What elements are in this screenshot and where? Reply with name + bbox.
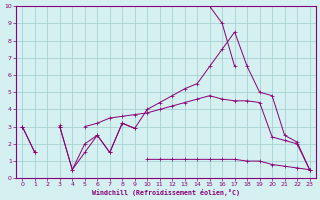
X-axis label: Windchill (Refroidissement éolien,°C): Windchill (Refroidissement éolien,°C) (92, 189, 240, 196)
